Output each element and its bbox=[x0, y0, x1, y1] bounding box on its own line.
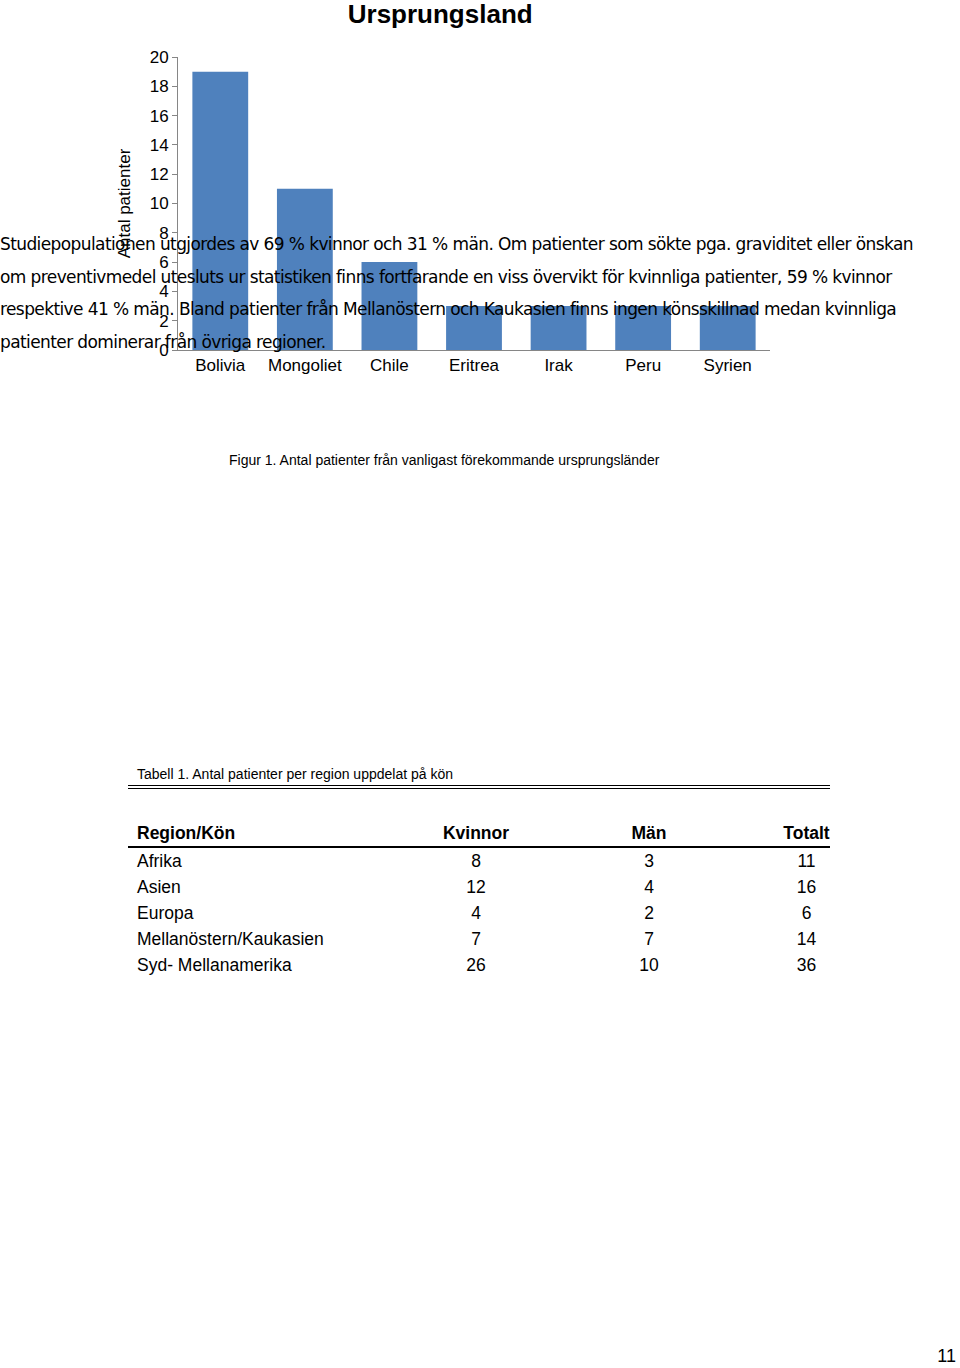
svg-text:16: 16 bbox=[150, 107, 169, 126]
svg-text:Ursprungsland: Ursprungsland bbox=[348, 0, 533, 29]
svg-text:14: 14 bbox=[150, 136, 169, 155]
svg-text:18: 18 bbox=[150, 77, 169, 96]
svg-text:Peru: Peru bbox=[625, 356, 661, 375]
svg-text:Chile: Chile bbox=[370, 356, 409, 375]
svg-text:12: 12 bbox=[150, 165, 169, 184]
svg-text:Irak: Irak bbox=[544, 356, 573, 375]
svg-text:Syrien: Syrien bbox=[704, 356, 752, 375]
svg-text:20: 20 bbox=[150, 48, 169, 67]
svg-text:Eritrea: Eritrea bbox=[449, 356, 500, 375]
svg-text:Mongoliet: Mongoliet bbox=[268, 356, 342, 375]
svg-text:Bolivia: Bolivia bbox=[195, 356, 246, 375]
svg-text:10: 10 bbox=[150, 194, 169, 213]
